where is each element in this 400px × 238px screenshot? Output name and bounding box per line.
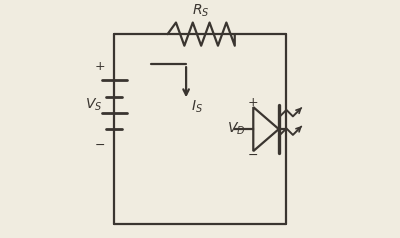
Text: +: + bbox=[95, 60, 106, 73]
Text: $V_S$: $V_S$ bbox=[85, 97, 102, 113]
Text: −: − bbox=[95, 139, 106, 152]
Text: $I_S$: $I_S$ bbox=[191, 99, 203, 115]
Text: +: + bbox=[248, 96, 258, 109]
Text: $V_D$: $V_D$ bbox=[227, 121, 245, 137]
Text: $R_S$: $R_S$ bbox=[192, 3, 210, 19]
Text: −: − bbox=[248, 149, 258, 162]
